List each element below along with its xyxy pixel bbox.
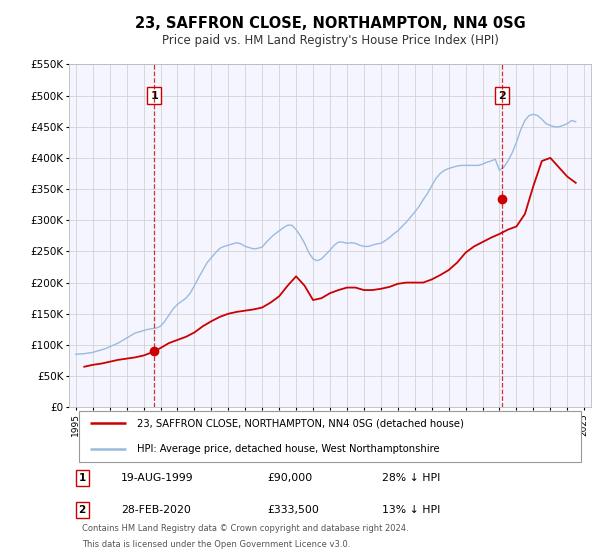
Text: 19-AUG-1999: 19-AUG-1999	[121, 473, 194, 483]
Text: Contains HM Land Registry data © Crown copyright and database right 2024.: Contains HM Land Registry data © Crown c…	[82, 524, 409, 533]
Text: £333,500: £333,500	[268, 505, 319, 515]
Text: 2: 2	[79, 505, 86, 515]
Text: 1: 1	[151, 91, 158, 101]
Text: 28-FEB-2020: 28-FEB-2020	[121, 505, 191, 515]
Text: HPI: Average price, detached house, West Northamptonshire: HPI: Average price, detached house, West…	[137, 444, 439, 454]
FancyBboxPatch shape	[79, 410, 581, 461]
Text: Price paid vs. HM Land Registry's House Price Index (HPI): Price paid vs. HM Land Registry's House …	[161, 34, 499, 47]
Text: 13% ↓ HPI: 13% ↓ HPI	[382, 505, 440, 515]
Text: 1: 1	[79, 473, 86, 483]
Text: 28% ↓ HPI: 28% ↓ HPI	[382, 473, 440, 483]
Text: 23, SAFFRON CLOSE, NORTHAMPTON, NN4 0SG (detached house): 23, SAFFRON CLOSE, NORTHAMPTON, NN4 0SG …	[137, 418, 464, 428]
Text: £90,000: £90,000	[268, 473, 313, 483]
Text: 23, SAFFRON CLOSE, NORTHAMPTON, NN4 0SG: 23, SAFFRON CLOSE, NORTHAMPTON, NN4 0SG	[134, 16, 526, 31]
Text: This data is licensed under the Open Government Licence v3.0.: This data is licensed under the Open Gov…	[82, 540, 350, 549]
Text: 2: 2	[499, 91, 506, 101]
